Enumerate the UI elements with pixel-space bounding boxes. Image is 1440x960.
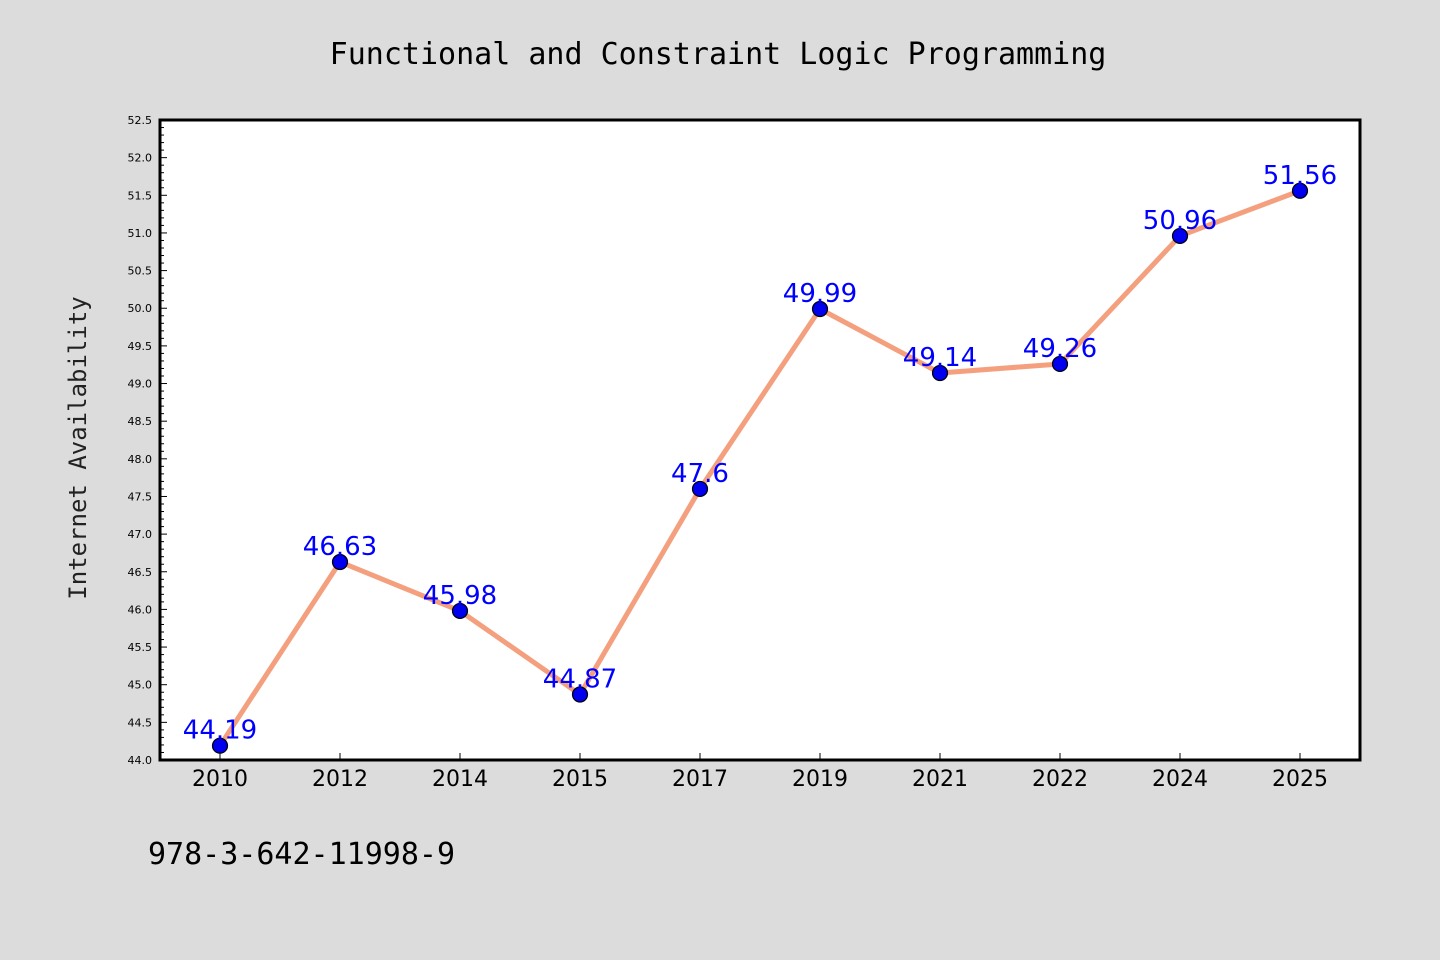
y-tick-label: 45.0: [128, 679, 153, 692]
x-tick-label: 2019: [792, 767, 848, 792]
data-label: 45.98: [423, 581, 497, 611]
data-point-marker: [331, 553, 349, 571]
y-tick-label: 51.5: [128, 189, 153, 202]
x-tick-label: 2017: [672, 767, 728, 792]
data-point-marker: [451, 602, 469, 620]
y-tick-label: 48.0: [128, 453, 153, 466]
y-tick-label: 49.5: [128, 340, 153, 353]
data-point-marker: [1171, 227, 1189, 245]
data-labels-group: 44.19 46.63 45.98 44.87 47.6 49.99 49.14 49.26 5…: [183, 161, 1337, 746]
y-tick-label: 44.0: [128, 754, 153, 767]
x-tick-label: 2015: [552, 767, 608, 792]
data-point-marker: [211, 737, 229, 754]
x-tick-label: 2021: [912, 767, 968, 792]
data-label: 51.56: [1263, 161, 1337, 191]
y-tick-label: 50.0: [128, 302, 153, 315]
data-label: 49.14: [903, 343, 977, 373]
x-tick-label: 2012: [312, 767, 368, 792]
x-axis-ticks: 2010 2012 2014 2015 2017 2019 2021 2022 2024 2025: [192, 753, 1328, 792]
plot-area: [160, 120, 1360, 760]
isbn-footer: 978-3-642-11998-9: [148, 837, 455, 872]
plot-frame: [158, 118, 1362, 762]
y-tick-label: 44.5: [128, 716, 153, 729]
markers-group: [211, 182, 1309, 754]
data-point-marker: [811, 300, 829, 318]
x-tick-label: 2025: [1272, 767, 1328, 792]
y-tick-label: 47.0: [128, 528, 153, 541]
data-point-marker: [931, 364, 949, 382]
data-point-marker: [1291, 182, 1309, 199]
x-tick-label: 2010: [192, 767, 248, 792]
y-tick-label: 52.0: [128, 152, 153, 165]
data-point-marker: [691, 480, 709, 498]
data-point-marker: [1051, 355, 1069, 373]
y-tick-label: 50.5: [128, 265, 153, 278]
data-label: 44.87: [543, 664, 617, 694]
y-axis-label: Internet Availability: [64, 296, 92, 599]
data-label: 46.63: [303, 532, 377, 562]
y-tick-label: 46.5: [128, 566, 153, 579]
series-line: [217, 188, 1303, 749]
series-line-group: [217, 188, 1303, 749]
y-tick-label: 45.5: [128, 641, 153, 654]
x-tick-label: 2022: [1032, 767, 1088, 792]
data-point-marker: [571, 686, 589, 703]
x-tick-label: 2014: [432, 767, 488, 792]
y-tick-label: 48.5: [128, 415, 153, 428]
data-label: 49.99: [783, 279, 857, 309]
data-label: 49.26: [1023, 334, 1097, 364]
y-axis-ticks: 44.0 44.5 45.0 45.5 46.0 46.5 47.0 47.5 48.0 48.5…: [128, 114, 167, 767]
data-label: 47.6: [671, 459, 729, 489]
chart-title: Functional and Constraint Logic Programm…: [330, 37, 1107, 72]
y-tick-label: 46.0: [128, 603, 153, 616]
y-tick-label: 49.0: [128, 378, 153, 391]
y-tick-label: 47.5: [128, 490, 153, 503]
y-tick-label: 52.5: [128, 114, 153, 127]
data-label: 50.96: [1143, 206, 1217, 236]
y-tick-label: 51.0: [128, 227, 153, 240]
data-label: 44.19: [183, 716, 257, 746]
x-tick-label: 2024: [1152, 767, 1208, 792]
